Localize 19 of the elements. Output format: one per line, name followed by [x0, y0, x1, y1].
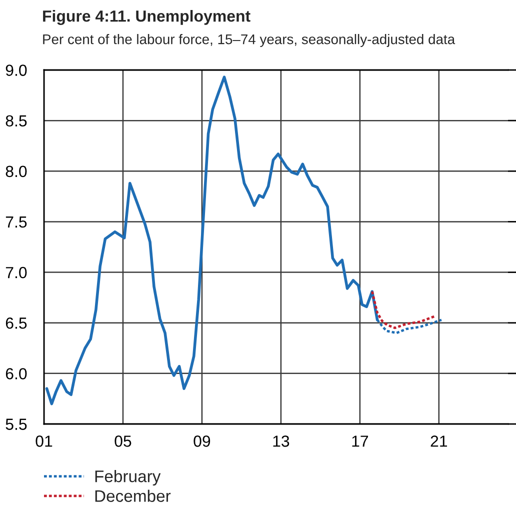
y-tick-label: 5.5 — [6, 418, 27, 430]
x-tick-label: 01 — [36, 436, 52, 447]
x-tick-label: 13 — [273, 436, 290, 447]
chart-subtitle: Per cent of the labour force, 15–74 years, seasonally-adjusted data — [43, 34, 456, 47]
y-tick-label: 9.0 — [6, 64, 27, 76]
line-series — [370, 290, 438, 330]
y-tick-label: 6.5 — [6, 317, 27, 329]
y-tick-label: 7.5 — [6, 216, 27, 228]
x-tick-label: 05 — [114, 436, 132, 447]
y-tick-label: 6.0 — [6, 368, 27, 380]
y-tick-label: 8.0 — [6, 166, 27, 178]
x-tick-label: 09 — [194, 436, 210, 447]
x-tick-label: 21 — [430, 436, 447, 447]
chart-title: Figure 4:11. Unemployment — [43, 10, 250, 25]
y-tick-label: 7.0 — [6, 266, 27, 278]
y-tick-label: 8.5 — [6, 115, 27, 127]
legend-label: February — [95, 470, 161, 486]
legend-label: December — [95, 490, 171, 502]
x-tick-label: 17 — [352, 436, 368, 447]
